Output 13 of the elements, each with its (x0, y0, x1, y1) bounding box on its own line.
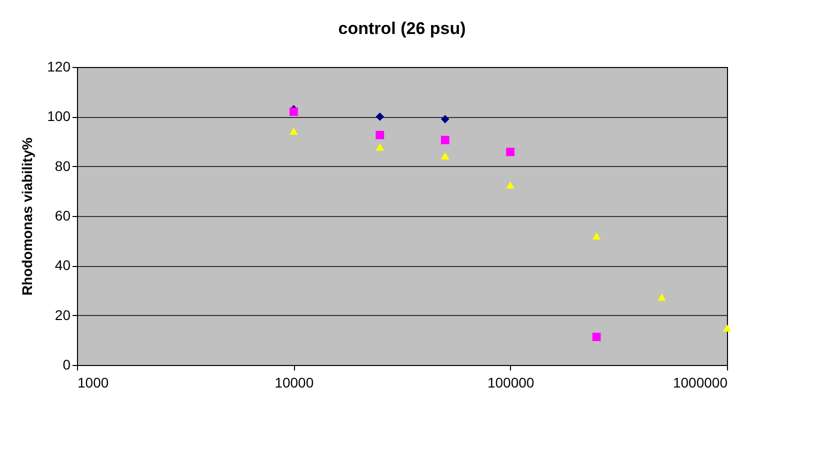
y-tick-label: 80 (54, 158, 71, 174)
y-tick-label: 100 (47, 108, 71, 124)
y-tick-label: 60 (54, 208, 71, 224)
chart-title: control (26 psu) (338, 19, 466, 38)
y-tick-label: 120 (47, 58, 71, 74)
x-tick-label: 100000 (487, 374, 534, 390)
x-tick-label: 10000 (274, 374, 314, 390)
x-tick-label: 1000 (78, 374, 109, 390)
x-tick-label: 1000000 (672, 374, 728, 390)
y-tick-label: 20 (54, 306, 71, 323)
y-tick-label: 0 (62, 356, 71, 372)
y-tick-label: 40 (54, 257, 71, 274)
y-axis-title: Rhodomonas viability% (19, 137, 36, 296)
